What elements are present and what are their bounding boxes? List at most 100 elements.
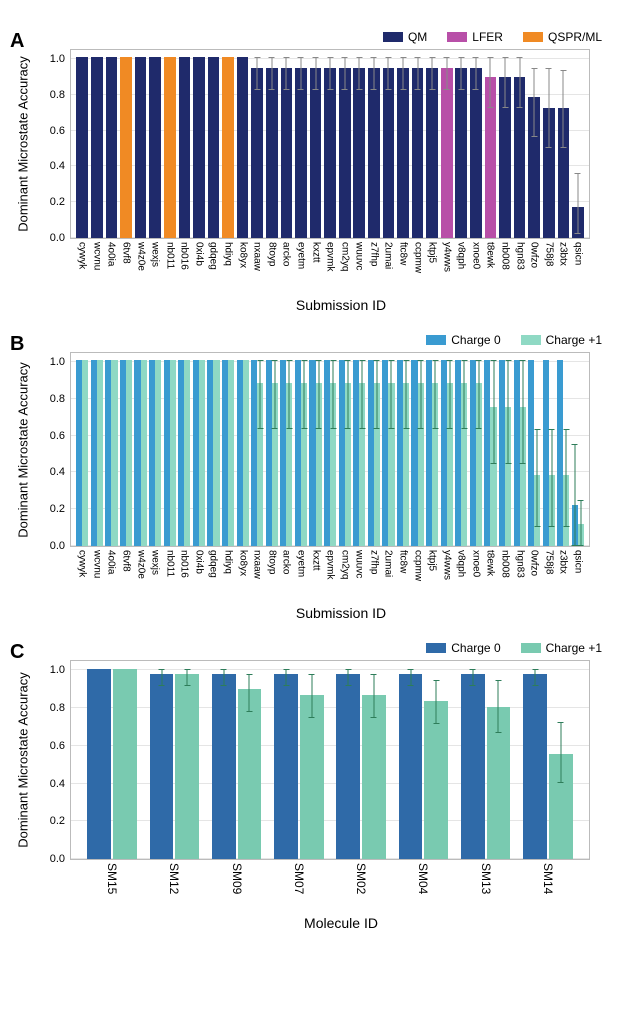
xtick: SM13 <box>479 863 493 894</box>
bar-group: 4o0ia <box>104 353 119 546</box>
xtick: 2umai <box>383 550 394 577</box>
bar-group: 0xi4b <box>192 353 207 546</box>
xtick: 0wfzo <box>529 242 540 268</box>
bar-slot: eyetm <box>294 50 309 238</box>
bar-slot: hdiyq <box>221 50 236 238</box>
xtick: cywyk <box>77 550 88 577</box>
xtick: 8toyp <box>266 242 277 266</box>
xtick: wexjs <box>150 242 161 267</box>
xtick: SM12 <box>167 863 181 894</box>
xtick: cm2yq <box>339 242 350 271</box>
bar-charge1 <box>170 360 176 546</box>
bar-group: wexjs <box>148 353 163 546</box>
ytick: 1.0 <box>50 53 71 65</box>
ytick: 0.8 <box>50 89 71 101</box>
xtick: nb016 <box>179 242 190 270</box>
legend-swatch <box>521 643 541 653</box>
bar-group: nb008 <box>498 353 513 546</box>
bar-group: SM02 <box>330 661 392 859</box>
bar-charge1 <box>184 360 190 546</box>
legend-label: Charge 0 <box>451 641 500 655</box>
xtick: kxztt <box>310 242 321 263</box>
bar <box>208 57 220 238</box>
bar-group: v8qph <box>454 353 469 546</box>
xtick: wuuvc <box>354 242 365 270</box>
bar-charge1 <box>126 360 132 546</box>
xtick: wcvnu <box>91 550 102 578</box>
bar <box>76 57 88 238</box>
ytick: 0.4 <box>50 778 71 790</box>
legend-swatch <box>383 32 403 42</box>
xtick: epvmk <box>325 242 336 271</box>
bar-group: 6tvf8 <box>119 353 134 546</box>
xtick: 4o0ia <box>106 550 117 574</box>
panel-c-legend: Charge 0Charge +1 <box>70 641 612 655</box>
xtick: SM14 <box>541 863 555 894</box>
legend-label: QM <box>408 30 427 44</box>
bar-charge0 <box>523 674 547 859</box>
bar-group: SM15 <box>81 661 143 859</box>
bar <box>455 68 467 238</box>
xtick: xnoe0 <box>470 242 481 269</box>
panel-c-ylabel: Dominant Microstate Accuracy <box>16 672 31 848</box>
legend-swatch <box>447 32 467 42</box>
panel-b-xlabel: Submission ID <box>70 605 612 621</box>
xtick: hdiyq <box>223 550 234 574</box>
xtick: w4z0e <box>135 550 146 579</box>
bar-group: wuuvc <box>352 353 367 546</box>
xtick: z7fhp <box>368 242 379 266</box>
bar-group: z3btx <box>556 353 571 546</box>
bar-group: y4wws <box>439 353 454 546</box>
xtick: 0wfzo <box>529 550 540 576</box>
bar-charge1 <box>300 695 324 859</box>
legend-item: LFER <box>447 30 503 44</box>
bar-group: nb016 <box>177 353 192 546</box>
xtick: z3btx <box>558 242 569 266</box>
bar-group: 0wfzo <box>527 353 542 546</box>
xtick: epvmk <box>325 550 336 579</box>
xtick: eyetm <box>295 242 306 269</box>
bar-slot: cm2yq <box>337 50 352 238</box>
xtick: ccpmw <box>412 550 423 581</box>
bar-group: t8ewk <box>483 353 498 546</box>
xtick: wcvnu <box>91 242 102 270</box>
bar-group: SM13 <box>455 661 517 859</box>
panel-c-label: C <box>10 641 24 664</box>
bar-group: SM07 <box>268 661 330 859</box>
xtick: 758j8 <box>543 550 554 574</box>
xtick: y4wws <box>441 550 452 580</box>
xtick: hgn83 <box>514 550 525 578</box>
panel-a-legend: QMLFERQSPR/ML <box>70 30 612 44</box>
bar-slot: w4z0e <box>133 50 148 238</box>
bar-group: epvmk <box>323 353 338 546</box>
ytick: 0.8 <box>50 393 71 405</box>
bar-slot: 0wfzo <box>527 50 542 238</box>
bar-group: xnoe0 <box>469 353 484 546</box>
bar-charge1 <box>228 360 234 546</box>
xtick: SM15 <box>105 863 119 894</box>
bar-slot: ccpmw <box>410 50 425 238</box>
ytick: 0.6 <box>50 430 71 442</box>
bar-group: ftc8w <box>396 353 411 546</box>
bar-charge1 <box>362 695 386 859</box>
bar-group: nb011 <box>162 353 177 546</box>
xtick: SM07 <box>292 863 306 894</box>
bar-group: ccpmw <box>410 353 425 546</box>
bar <box>324 68 336 238</box>
panel-a: A QMLFERQSPR/ML Dominant Microstate Accu… <box>10 30 612 313</box>
bar <box>383 68 395 238</box>
bar-charge0 <box>399 674 423 859</box>
ytick: 0.0 <box>50 540 71 552</box>
bar-slot: qsicn <box>571 50 586 238</box>
legend-item: Charge 0 <box>426 333 500 347</box>
bar <box>441 68 453 238</box>
panel-c-plot: Dominant Microstate Accuracy 0.00.20.40.… <box>70 660 590 860</box>
bar <box>426 68 438 238</box>
legend-swatch <box>426 643 446 653</box>
bar <box>368 68 380 238</box>
ytick: 0.0 <box>50 232 71 244</box>
bar <box>353 68 365 238</box>
ytick: 0.2 <box>50 503 71 515</box>
ytick: 0.4 <box>50 466 71 478</box>
ytick: 0.8 <box>50 702 71 714</box>
